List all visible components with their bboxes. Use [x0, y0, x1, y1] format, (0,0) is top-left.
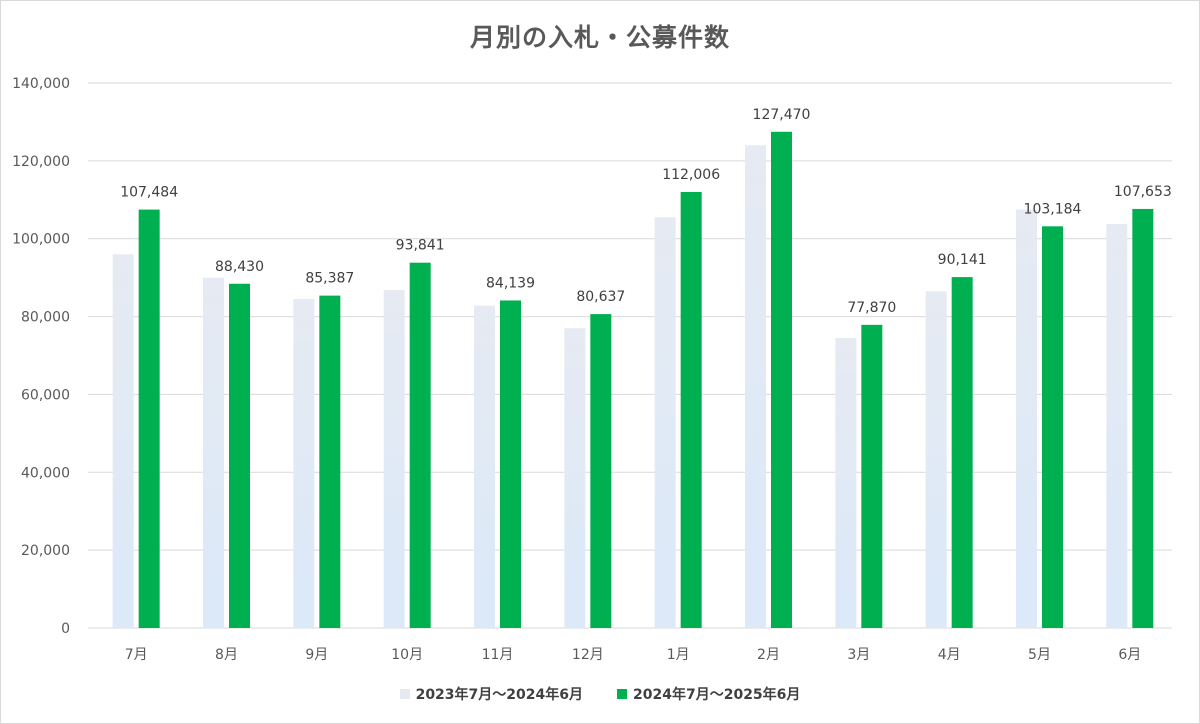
legend-label-prev: 2023年7月～2024年6月: [415, 687, 583, 703]
x-tick-label: 4月: [938, 647, 961, 663]
bar-prev: [745, 145, 766, 629]
data-label: 103,184: [1024, 201, 1082, 217]
bar-prev: [925, 291, 947, 628]
y-tick-label: 40,000: [21, 465, 70, 481]
bar-prev: [1106, 223, 1128, 628]
bar-prev: [1016, 209, 1037, 628]
x-tick-label: 9月: [305, 647, 328, 663]
bar-prev: [564, 328, 586, 628]
x-tick-label: 3月: [847, 647, 870, 663]
x-axis-tick-labels: 7月 8月 9月 10月 11月 12月 1月 2月 3月 4月 5月 6月: [125, 647, 1142, 663]
y-tick-label: 100,000: [12, 232, 70, 248]
x-tick-label: 5月: [1028, 647, 1051, 663]
bar-curr: [861, 324, 883, 628]
y-tick-label: 80,000: [21, 310, 70, 326]
legend-swatch-curr: [617, 689, 627, 699]
bar-curr: [138, 209, 160, 628]
data-label: 127,470: [753, 107, 811, 123]
bar-prev: [383, 290, 405, 628]
data-label: 77,870: [847, 300, 896, 316]
bar-curr: [229, 283, 250, 628]
data-label: 80,637: [576, 289, 625, 305]
x-tick-label: 11月: [482, 647, 514, 663]
bar-prev: [835, 337, 857, 628]
y-tick-label: 20,000: [21, 543, 70, 559]
y-tick-label: 0: [61, 621, 70, 637]
y-tick-label: 120,000: [12, 154, 70, 170]
data-label: 84,139: [486, 275, 535, 291]
bar-curr: [680, 191, 702, 629]
bar-prev: [654, 217, 676, 628]
data-label: 93,841: [396, 238, 445, 254]
bar-prev: [203, 277, 224, 628]
bars: [112, 131, 1154, 629]
legend-item-prev: 2023年7月～2024年6月: [399, 684, 583, 704]
legend-label-curr: 2024年7月～2025年6月: [633, 687, 801, 703]
legend-item-curr: 2024年7月～2025年6月: [617, 684, 800, 704]
data-label: 112,006: [662, 167, 720, 183]
gridlines: [88, 82, 1172, 629]
bar-curr: [319, 295, 341, 628]
data-labels: 107,484 88,430 85,387 93,841 84,139 80,637 112…: [120, 107, 1172, 316]
bar-curr: [1042, 226, 1063, 628]
bar-prev: [112, 254, 134, 629]
legend-swatch-prev: [399, 689, 410, 699]
x-tick-label: 8月: [215, 647, 238, 663]
bar-prev: [474, 305, 495, 628]
x-tick-label: 2月: [757, 647, 780, 663]
bar-curr: [1132, 208, 1154, 629]
x-tick-label: 6月: [1118, 647, 1141, 663]
x-tick-label: 12月: [572, 647, 604, 663]
bar-curr: [500, 300, 521, 628]
x-tick-label: 10月: [391, 647, 423, 663]
x-tick-label: 1月: [667, 647, 690, 663]
legend: 2023年7月～2024年6月 2024年7月～2025年6月: [0, 684, 1200, 704]
bar-curr: [771, 131, 792, 628]
data-label: 107,653: [1114, 184, 1172, 200]
data-label: 88,430: [215, 259, 264, 275]
x-tick-label: 7月: [125, 647, 148, 663]
bar-curr: [409, 262, 431, 628]
data-label: 90,141: [938, 252, 987, 268]
y-tick-label: 140,000: [12, 76, 70, 92]
bar-curr: [951, 277, 973, 628]
y-tick-label: 60,000: [21, 387, 70, 403]
y-axis-tick-labels: 0 20,000 40,000 60,000 80,000 100,000 120,000 1…: [12, 76, 70, 637]
bar-curr: [590, 314, 612, 628]
chart-title: 月別の入札・公募件数: [469, 23, 730, 52]
data-label: 107,484: [120, 185, 178, 201]
data-label: 85,387: [305, 271, 354, 287]
bar-prev: [293, 299, 315, 628]
